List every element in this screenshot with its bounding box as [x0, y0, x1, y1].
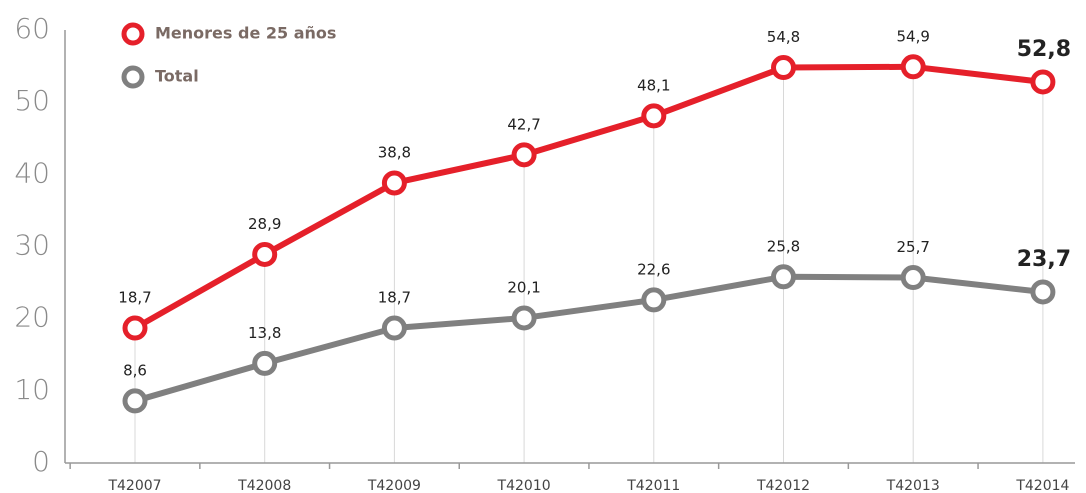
- x-tick-label: T42008: [237, 478, 291, 493]
- point-marker: [511, 305, 537, 331]
- value-label: 22,6: [637, 260, 670, 278]
- x-tick-label: T42009: [367, 478, 421, 493]
- y-tick-label: 30: [14, 229, 50, 262]
- point-marker: [381, 170, 407, 196]
- value-label: 54,9: [896, 27, 929, 45]
- series-line: [133, 63, 1044, 331]
- point-marker: [252, 350, 278, 376]
- value-label: 25,7: [896, 238, 929, 256]
- point-marker: [511, 142, 537, 168]
- point-marker: [252, 241, 278, 267]
- value-label: 18,7: [118, 289, 151, 307]
- value-label: 48,1: [637, 76, 670, 94]
- legend-label: Menores de 25 años: [155, 24, 336, 43]
- y-tick-label: 60: [14, 12, 50, 45]
- legend-marker: [121, 65, 145, 89]
- value-label: 13,8: [248, 324, 281, 342]
- value-label: 8,6: [123, 361, 147, 379]
- point-marker: [381, 315, 407, 341]
- value-label: 23,7: [1017, 247, 1071, 272]
- point-marker: [771, 264, 796, 290]
- x-tick-label: T42014: [1015, 478, 1069, 493]
- y-tick-label: 0: [32, 445, 50, 478]
- x-tick-label: T42007: [107, 478, 161, 493]
- x-tick-label: T42013: [886, 478, 940, 493]
- point-marker: [122, 388, 148, 414]
- legend-label: Total: [155, 67, 199, 86]
- point-marker: [1030, 279, 1056, 305]
- point-marker: [771, 55, 796, 81]
- x-tick-label: T42010: [497, 478, 551, 493]
- y-tick-label: 40: [14, 156, 50, 189]
- value-label: 20,1: [507, 278, 540, 296]
- value-label: 52,8: [1017, 37, 1071, 62]
- point-marker: [641, 103, 667, 129]
- point-marker: [900, 54, 926, 80]
- point-marker: [900, 265, 926, 291]
- y-tick-label: 20: [14, 301, 50, 334]
- value-label: 42,7: [507, 115, 540, 133]
- point-marker: [1030, 69, 1056, 95]
- value-label: 25,8: [767, 237, 800, 255]
- series-line: [134, 273, 1044, 404]
- legend-marker: [121, 22, 145, 46]
- x-tick-label: T42011: [626, 478, 680, 493]
- value-label: 54,8: [767, 28, 800, 46]
- point-marker: [641, 287, 667, 313]
- value-label: 38,8: [378, 143, 411, 161]
- y-tick-label: 50: [14, 84, 50, 117]
- value-label: 18,7: [378, 289, 411, 307]
- x-tick-label: T42012: [756, 478, 810, 493]
- value-label: 28,9: [248, 215, 281, 233]
- y-tick-label: 10: [14, 373, 50, 406]
- point-marker: [122, 315, 148, 341]
